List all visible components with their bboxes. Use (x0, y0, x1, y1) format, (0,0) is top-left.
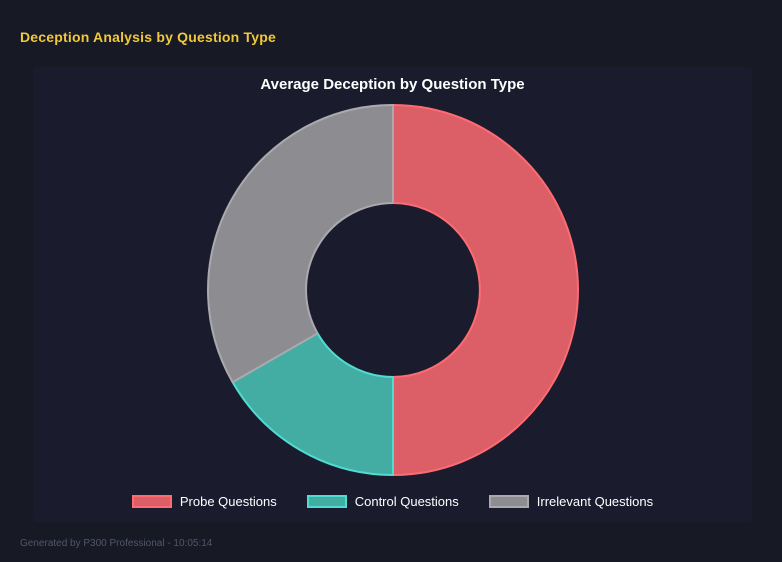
legend-swatch (131, 495, 172, 508)
donut-chart[interactable] (203, 100, 583, 480)
donut-segment-irrelevant-questions[interactable] (207, 104, 394, 384)
legend-swatch (488, 495, 529, 508)
legend-label: Probe Questions (179, 494, 277, 509)
legend-item-probe-questions[interactable]: Probe Questions (131, 494, 277, 509)
chart-legend: Probe Questions Control Questions Irreleva… (33, 494, 752, 509)
legend-item-control-questions[interactable]: Control Questions (306, 494, 459, 509)
page-title: Deception Analysis by Question Type (20, 29, 276, 45)
donut-segment-probe-questions[interactable] (392, 104, 579, 476)
legend-label: Irrelevant Questions (536, 494, 654, 509)
chart-title: Average Deception by Question Type (260, 76, 525, 93)
legend-label: Control Questions (354, 494, 459, 509)
footer-text: Generated by P300 Professional - 10:05:1… (20, 538, 213, 549)
donut-segment-control-questions[interactable] (231, 332, 394, 476)
donut-chart-svg[interactable] (203, 100, 583, 480)
legend-swatch (306, 495, 347, 508)
chart-panel: Average Deception by Question Type Probe… (33, 67, 752, 522)
legend-item-irrelevant-questions[interactable]: Irrelevant Questions (488, 494, 654, 509)
